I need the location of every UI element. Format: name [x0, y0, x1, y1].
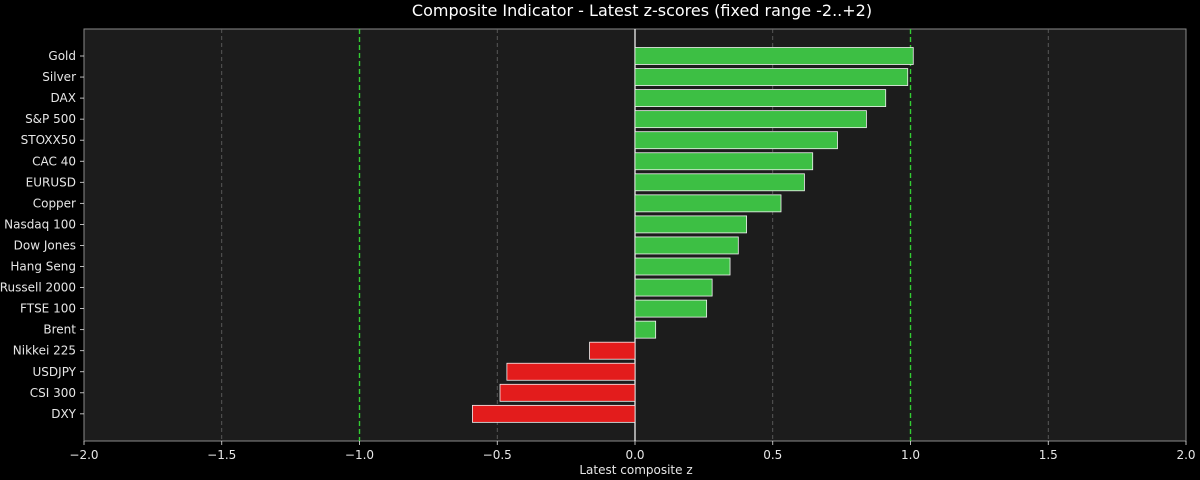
x-tick-label: −0.5 [483, 448, 512, 462]
category-label: Copper [33, 196, 76, 210]
category-label: Gold [48, 49, 76, 63]
bar-gold [634, 47, 914, 65]
category-label: USDJPY [33, 365, 77, 379]
bars-layer [472, 47, 914, 423]
category-label: CAC 40 [32, 154, 76, 168]
bar-eurusd [634, 173, 805, 192]
bar-brent [634, 320, 657, 339]
bar-stoxx50 [634, 131, 838, 150]
category-label: Silver [42, 70, 76, 84]
bar-nikkei-225 [589, 341, 636, 360]
x-tick-label: 0.5 [763, 448, 782, 462]
bar-cac-40 [634, 152, 814, 171]
bar-dxy [472, 404, 636, 423]
bar-ftse-100 [634, 299, 708, 318]
x-tick-label: 1.0 [901, 448, 920, 462]
category-label: Nasdaq 100 [4, 217, 76, 231]
category-labels: Gold Silver DAX S&P 500 STOXX50 CAC 40 EURUSD C… [0, 49, 84, 421]
bar-s-p-500 [634, 110, 867, 129]
category-label: S&P 500 [25, 112, 76, 126]
bar-copper [634, 194, 782, 213]
bar-russell-2000 [634, 278, 713, 297]
category-label: Brent [43, 323, 76, 337]
x-tick-label: 2.0 [1176, 448, 1195, 462]
x-axis-ticks: −2.0 −1.5 −1.0 −0.5 0.0 0.5 1.0 1.5 2.0 [69, 441, 1196, 462]
category-label: CSI 300 [30, 386, 76, 400]
category-label: STOXX50 [21, 133, 76, 147]
chart-title: Composite Indicator - Latest z-scores (f… [412, 1, 872, 20]
x-tick-label: 1.5 [1039, 448, 1058, 462]
x-tick-label: −2.0 [69, 448, 98, 462]
bar-usdjpy [506, 362, 636, 381]
bar-hang-seng [634, 257, 731, 276]
category-label: EURUSD [26, 175, 76, 189]
bar-nasdaq-100 [634, 215, 747, 234]
category-label: DAX [51, 91, 76, 105]
bar-csi-300 [499, 383, 636, 402]
x-tick-label: −1.5 [207, 448, 236, 462]
bar-dax [634, 89, 887, 107]
x-axis-label: Latest composite z [579, 463, 692, 477]
category-label: Russell 2000 [0, 281, 76, 295]
x-tick-label: −1.0 [345, 448, 374, 462]
category-label: DXY [51, 407, 76, 421]
category-label: Dow Jones [14, 238, 76, 252]
bar-dow-jones [634, 236, 739, 255]
x-tick-label: 0.0 [625, 448, 644, 462]
category-label: Hang Seng [10, 260, 76, 274]
bar-silver [634, 68, 909, 86]
category-label: FTSE 100 [20, 302, 76, 316]
category-label: Nikkei 225 [13, 344, 76, 358]
